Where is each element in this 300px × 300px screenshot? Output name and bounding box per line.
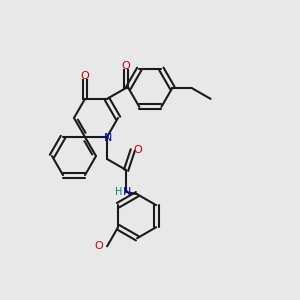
Text: H: H [116, 187, 123, 197]
Text: N: N [104, 133, 112, 143]
Text: O: O [81, 71, 89, 81]
Text: O: O [122, 61, 130, 71]
Text: O: O [134, 145, 142, 155]
Text: N: N [123, 187, 131, 197]
Text: O: O [95, 241, 103, 251]
